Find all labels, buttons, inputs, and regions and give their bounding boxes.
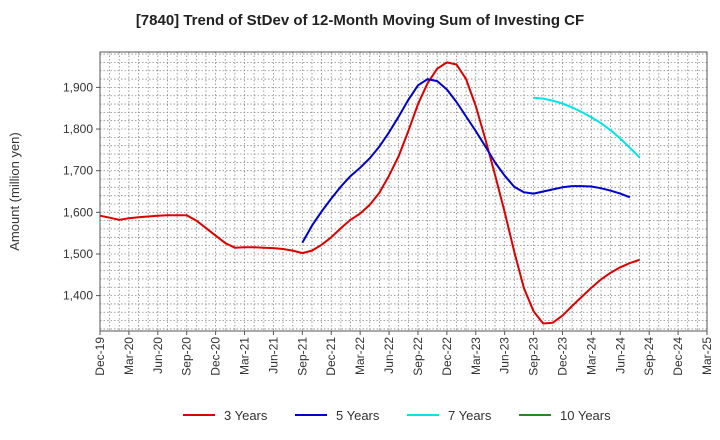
x-tick-label: Dec-19 bbox=[93, 337, 107, 376]
y-tick-label: 1,600 bbox=[63, 205, 93, 219]
series-line-1 bbox=[99, 61, 640, 325]
y-tick-label: 1,800 bbox=[63, 122, 93, 136]
x-tick-label: Sep-24 bbox=[642, 337, 656, 376]
plot-area bbox=[100, 52, 707, 331]
x-tick-label: Sep-23 bbox=[527, 337, 541, 376]
x-tick-label: Jun-23 bbox=[498, 337, 512, 374]
x-axis: Dec-19 Mar-20 Jun-20 Sep-20 Dec-20 Mar-21 Jun-… bbox=[93, 331, 714, 376]
y-tick-label: 1,700 bbox=[63, 164, 93, 178]
legend-label: 3 Years bbox=[224, 408, 268, 423]
y-tick-label: 1,400 bbox=[63, 289, 93, 303]
legend-label: 7 Years bbox=[448, 408, 492, 423]
y-tick-label: 1,900 bbox=[63, 80, 93, 94]
x-tick-label: Dec-20 bbox=[209, 337, 223, 376]
legend: 3 Years 5 Years 7 Years 10 Years bbox=[183, 408, 611, 423]
x-tick-label: Dec-21 bbox=[324, 337, 338, 376]
y-tick-label: 1,500 bbox=[63, 247, 93, 261]
x-tick-label: Dec-24 bbox=[671, 337, 685, 376]
x-tick-label: Mar-21 bbox=[238, 337, 252, 375]
legend-label: 5 Years bbox=[336, 408, 380, 423]
x-tick-label: Mar-25 bbox=[700, 337, 714, 375]
x-tick-label: Sep-20 bbox=[180, 337, 194, 376]
x-tick-label: Jun-21 bbox=[266, 337, 280, 374]
grid-lines bbox=[100, 52, 707, 331]
x-tick-label: Mar-23 bbox=[469, 337, 483, 375]
x-tick-label: Sep-22 bbox=[411, 337, 425, 376]
series-lines bbox=[99, 61, 641, 325]
series-line-3 bbox=[533, 96, 641, 159]
series-line-2 bbox=[301, 78, 631, 244]
chart-title: [7840] Trend of StDev of 12-Month Moving… bbox=[135, 12, 585, 29]
y-axis: 1,400 1,500 1,600 1,700 1,800 1,900 bbox=[63, 80, 100, 303]
x-tick-label: Dec-23 bbox=[555, 337, 569, 376]
legend-label: 10 Years bbox=[560, 408, 611, 423]
x-tick-label: Mar-20 bbox=[122, 337, 136, 375]
y-axis-title: Amount (million yen) bbox=[7, 132, 22, 251]
x-tick-label: Jun-22 bbox=[382, 337, 396, 374]
x-tick-label: Mar-24 bbox=[584, 337, 598, 375]
x-tick-label: Jun-20 bbox=[151, 337, 165, 374]
x-tick-label: Dec-22 bbox=[440, 337, 454, 376]
plot-border bbox=[99, 51, 708, 332]
x-tick-label: Sep-21 bbox=[295, 337, 309, 376]
x-tick-label: Mar-22 bbox=[353, 337, 367, 375]
x-tick-label: Jun-24 bbox=[613, 337, 627, 374]
